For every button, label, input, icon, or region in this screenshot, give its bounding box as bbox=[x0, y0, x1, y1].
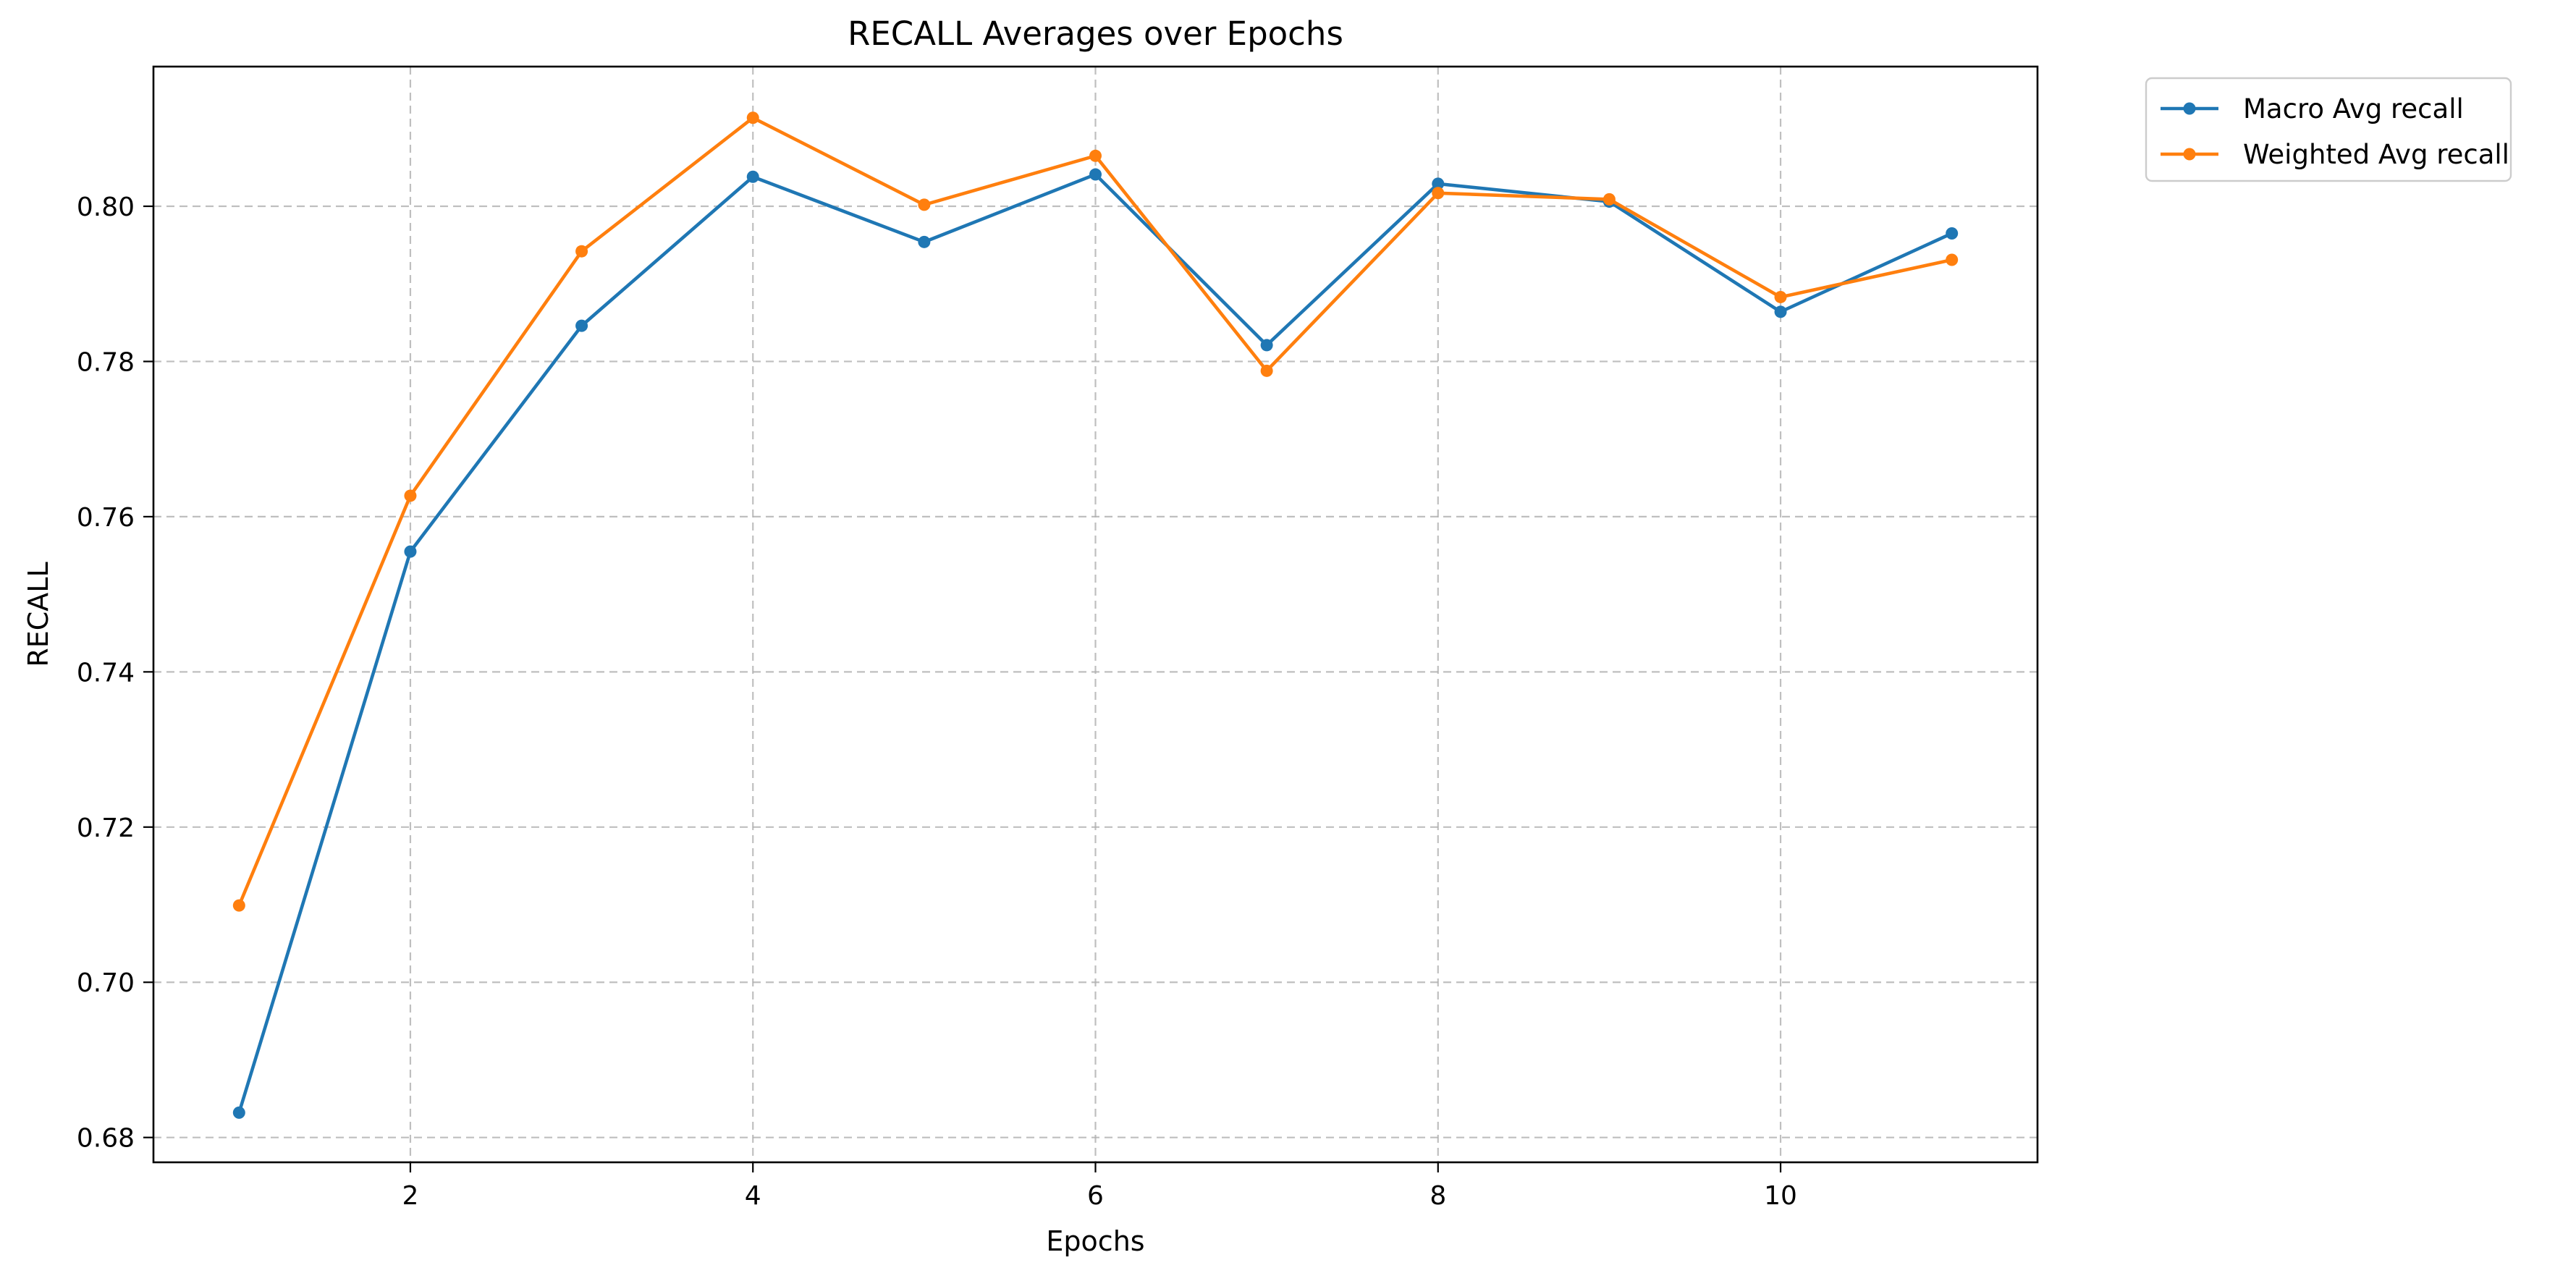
grid-layer bbox=[153, 67, 2037, 1162]
data-point bbox=[1089, 149, 1102, 162]
data-point bbox=[1774, 305, 1787, 318]
tick-layer: 2 4 6 8 10 0.68 0.70 0.72 0.74 0.76 0.78 0.80 bbox=[77, 193, 1797, 1211]
legend-items: Macro Avg recall Weighted Avg recall bbox=[2161, 93, 2509, 170]
data-point bbox=[1260, 339, 1273, 352]
data-point bbox=[1602, 193, 1616, 206]
data-point bbox=[1774, 290, 1787, 303]
y-tick-label: 0.80 bbox=[77, 193, 135, 222]
legend-label: Weighted Avg recall bbox=[2243, 139, 2509, 170]
y-tick-label: 0.76 bbox=[77, 503, 135, 533]
data-point bbox=[918, 198, 931, 211]
legend-box bbox=[2145, 77, 2512, 182]
y-tick-label: 0.72 bbox=[77, 813, 135, 843]
x-tick-label: 10 bbox=[1764, 1181, 1797, 1211]
series-layer bbox=[232, 111, 1959, 1119]
series-1 bbox=[232, 168, 1959, 1119]
data-point bbox=[404, 489, 417, 502]
data-point bbox=[1432, 177, 1445, 190]
chart-title: RECALL Averages over Epochs bbox=[848, 14, 1343, 53]
data-point bbox=[232, 1106, 245, 1119]
data-point bbox=[232, 899, 245, 912]
data-point bbox=[1089, 168, 1102, 181]
data-point bbox=[1260, 364, 1273, 377]
data-point bbox=[1946, 227, 1959, 240]
data-point bbox=[575, 319, 588, 332]
x-tick-label: 6 bbox=[1087, 1181, 1104, 1211]
legend-swatch-marker bbox=[2183, 148, 2196, 161]
data-point bbox=[918, 235, 931, 248]
y-tick-label: 0.78 bbox=[77, 347, 135, 377]
legend: Macro Avg recall Weighted Avg recall bbox=[2145, 77, 2512, 182]
x-tick-label: 2 bbox=[402, 1181, 419, 1211]
x-axis-label: Epochs bbox=[1046, 1225, 1144, 1257]
x-tick-label: 4 bbox=[745, 1181, 761, 1211]
data-point bbox=[575, 245, 588, 258]
data-point bbox=[746, 170, 759, 183]
legend-swatch-marker bbox=[2183, 102, 2196, 115]
data-point bbox=[404, 545, 417, 558]
y-axis-label: RECALL bbox=[22, 562, 54, 667]
legend-item: Weighted Avg recall bbox=[2161, 139, 2509, 170]
series-2 bbox=[232, 111, 1959, 912]
legend-item: Macro Avg recall bbox=[2161, 93, 2464, 124]
y-tick-label: 0.70 bbox=[77, 968, 135, 998]
y-tick-label: 0.68 bbox=[77, 1124, 135, 1154]
x-tick-label: 8 bbox=[1430, 1181, 1446, 1211]
data-point bbox=[1432, 187, 1445, 200]
data-point bbox=[746, 111, 759, 124]
legend-label: Macro Avg recall bbox=[2243, 93, 2464, 124]
y-tick-label: 0.74 bbox=[77, 658, 135, 688]
data-point bbox=[1946, 253, 1959, 266]
